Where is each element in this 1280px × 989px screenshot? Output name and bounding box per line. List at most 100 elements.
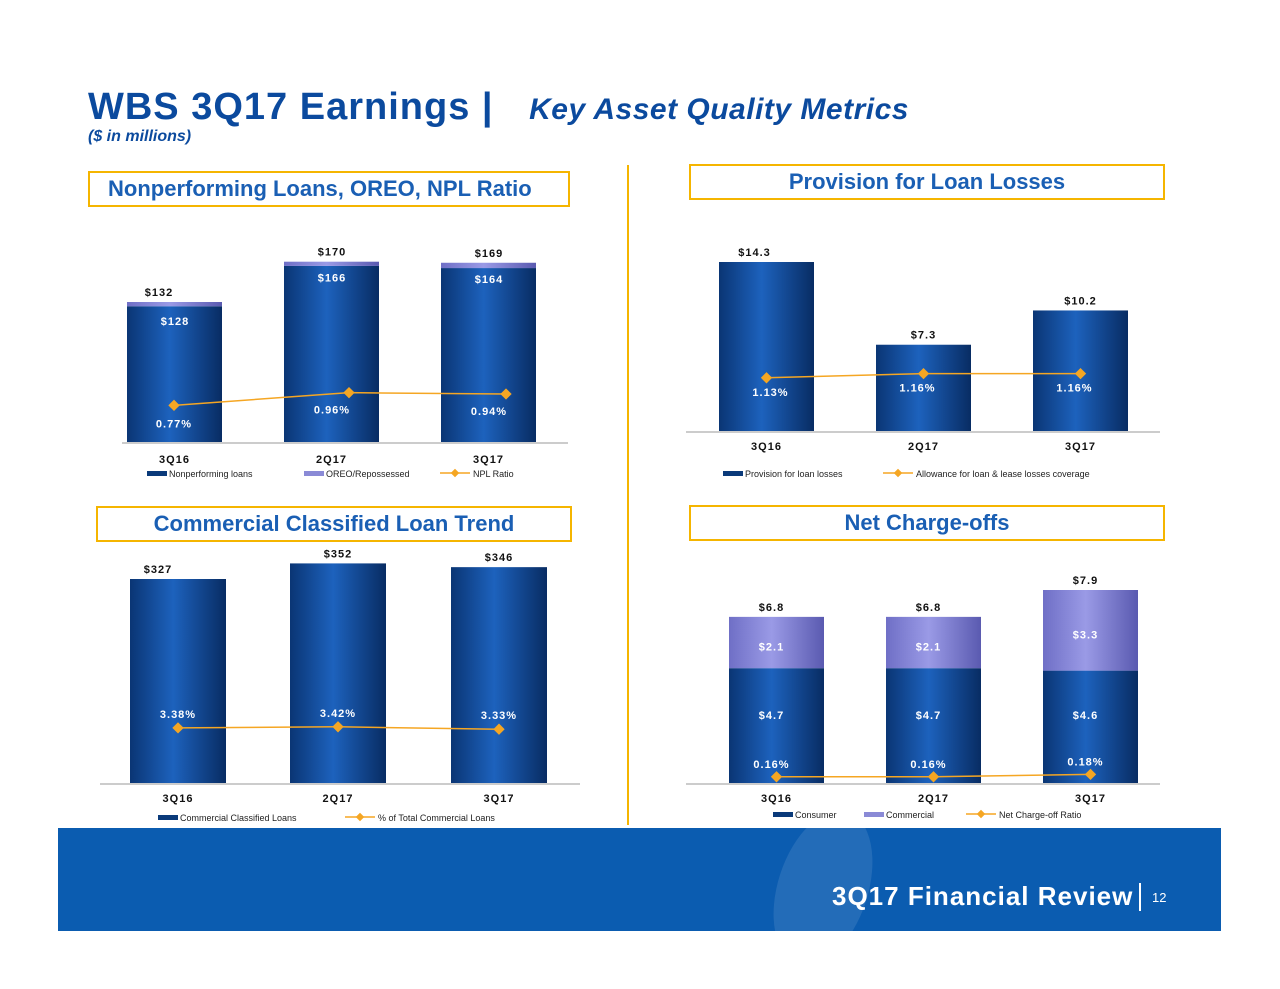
provision-legend-label: Provision for loan losses [745,469,843,479]
classified-ratio-point [493,723,505,735]
provision-ratio-point [760,372,773,384]
classified-value-label: $346 [485,552,513,564]
npl-loans-label: $128 [161,316,189,328]
chargeoffs-ratio-label: 0.16% [753,759,789,771]
provision-bar-primary [876,344,971,431]
page-title-main: WBS 3Q17 Earnings [88,86,471,128]
unit-note: ($ in millions) [88,128,192,145]
chargeoffs-bar-primary [729,668,824,783]
chargeoffs-legend-label: Commercial [886,810,934,820]
npl-bar-primary [127,306,222,442]
npl-ratio-point [168,399,180,411]
provision-ratio-point [917,367,930,380]
npl-category-label: 3Q17 [473,454,504,466]
chargeoffs-commercial-label: $3.3 [1073,629,1098,641]
chargeoffs-legend-swatch [773,812,793,817]
chargeoffs-bar-secondary [1043,590,1138,671]
footer-swoosh [755,828,891,931]
classified-legend-marker [355,812,365,822]
chargeoffs-ratio-point [770,771,783,783]
chargeoffs-consumer-label: $4.7 [759,710,784,722]
provision-legend-swatch [723,471,743,476]
chargeoffs-category-label: 3Q17 [1075,793,1106,805]
classified-category-label: 3Q16 [163,793,194,805]
npl-legend-label: Nonperforming loans [169,469,253,479]
provision-category-label: 2Q17 [908,441,939,453]
npl-ratio-point [343,387,355,399]
chargeoffs-total-label: $6.8 [759,602,784,614]
chargeoffs-ratio-label: 0.18% [1067,756,1103,768]
page-title-separator: | [481,86,494,128]
chargeoffs-legend-marker [976,809,986,819]
npl-loans-label: $164 [475,274,503,286]
footer-separator [1139,883,1141,911]
npl-legend-swatch [304,471,324,476]
npl-category-label: 3Q16 [159,454,190,466]
provision-ratio-point [1074,367,1087,380]
npl-legend-marker [450,468,460,478]
npl-category-label: 2Q17 [316,454,347,466]
chargeoffs-ratio-point [1084,768,1097,781]
provision-legend-label: Allowance for loan & lease losses covera… [916,469,1090,479]
npl-bar-secondary [284,261,379,266]
classified-legend-swatch [158,815,178,820]
page-title: WBS 3Q17 Earnings | Key Asset Quality Me… [88,86,909,129]
provision-value-label: $10.2 [1064,295,1097,307]
npl-panel-title: Nonperforming Loans, OREO, NPL Ratio [88,171,570,207]
npl-total-label: $169 [475,248,503,260]
npl-bar-secondary [127,302,222,307]
provision-legend-marker [893,468,903,478]
panel-divider [627,165,629,825]
classified-ratio-label: 3.38% [160,709,196,721]
classified-legend-label: % of Total Commercial Loans [378,813,495,823]
classified-ratio-point [172,722,184,734]
npl-ratio-label: 0.94% [471,406,507,418]
npl-ratio-point [500,388,512,400]
provision-value-label: $14.3 [738,247,771,259]
npl-total-label: $170 [318,247,346,259]
footer-band [58,828,1221,931]
chargeoffs-legend-swatch [864,812,884,817]
chargeoffs-bar-primary [886,668,981,783]
npl-legend-label: OREO/Repossessed [326,469,410,479]
classified-value-label: $327 [144,564,172,576]
chargeoffs-legend-label: Consumer [795,810,837,820]
classified-bar-primary [290,563,386,783]
provision-bar-primary [719,262,814,431]
chargeoffs-consumer-label: $4.6 [1073,710,1098,722]
classified-ratio-point [332,721,344,733]
chargeoffs-panel-title: Net Charge-offs [689,505,1165,541]
provision-ratio-label: 1.13% [752,387,788,399]
npl-bar-primary [284,265,379,442]
classified-bar-primary [130,579,226,783]
npl-legend-swatch [147,471,167,476]
provision-value-label: $7.3 [911,330,936,342]
provision-panel-title: Provision for Loan Losses [689,164,1165,200]
chargeoffs-ratio-point [927,771,940,783]
chargeoffs-bar-secondary [729,616,824,669]
npl-legend-label: NPL Ratio [473,469,514,479]
classified-ratio-label: 3.42% [320,708,356,720]
provision-category-label: 3Q16 [751,441,782,453]
chargeoffs-ratio-label: 0.16% [910,759,946,771]
chargeoffs-category-label: 2Q17 [918,793,949,805]
classified-bar-primary [451,567,547,783]
provision-ratio-label: 1.16% [899,383,935,395]
npl-bar-secondary [441,262,536,269]
classified-category-label: 2Q17 [323,793,354,805]
provision-category-label: 3Q17 [1065,441,1096,453]
classified-category-label: 3Q17 [484,793,515,805]
provision-ratio-label: 1.16% [1056,383,1092,395]
classified-ratio-label: 3.33% [481,710,517,722]
chargeoffs-bar-secondary [886,616,981,669]
chargeoffs-total-label: $7.9 [1073,575,1098,587]
chargeoffs-category-label: 3Q16 [761,793,792,805]
npl-total-label: $132 [145,287,173,299]
page-subtitle: Key Asset Quality Metrics [529,93,909,126]
npl-ratio-label: 0.96% [314,405,350,417]
chargeoffs-consumer-label: $4.7 [916,710,941,722]
npl-ratio-label: 0.77% [156,418,192,430]
page-number: 12 [1152,890,1167,905]
classified-legend-label: Commercial Classified Loans [180,813,297,823]
